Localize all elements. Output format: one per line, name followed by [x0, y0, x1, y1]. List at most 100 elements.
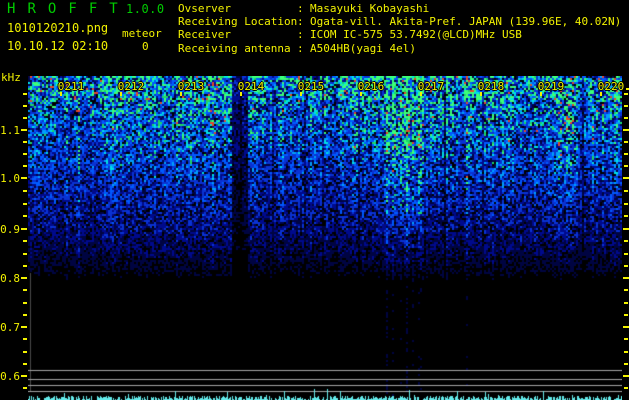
axis-tick: [23, 265, 27, 267]
time-tick-label: 0219: [537, 80, 565, 93]
axis-tick: [624, 265, 628, 267]
axis-tick: [23, 215, 27, 217]
axis-tick: [240, 92, 242, 96]
axis-tick: [21, 375, 27, 377]
axis-tick: [23, 289, 27, 291]
axis-tick: [624, 253, 628, 255]
freq-tick-label: 1.1: [0, 124, 20, 137]
axis-tick: [624, 141, 628, 143]
observer-info-block: Ovserver: Masayuki Kobayashi Receiving Lo…: [178, 2, 621, 55]
time-tick-label: 0212: [117, 80, 145, 93]
info-row-label: Receiver: [178, 28, 231, 42]
axis-tick: [23, 351, 27, 353]
axis-tick: [23, 153, 27, 155]
axis-tick: [23, 190, 27, 192]
axis-tick: [23, 338, 27, 340]
axis-tick: [23, 117, 27, 119]
axis-tick: [23, 240, 27, 242]
info-row-separator: :: [297, 2, 311, 15]
axis-tick: [600, 92, 602, 96]
app-version: 1.0.0: [126, 2, 165, 16]
axis-tick: [626, 88, 629, 90]
meteor-counter-value: 0: [142, 40, 149, 53]
info-row: Receiving antenna: A504HB(yagi 4el): [178, 42, 621, 55]
info-row: Receiving Location: Ogata-vill. Akita-Pr…: [178, 15, 621, 28]
axis-tick: [623, 129, 629, 131]
axis-tick: [624, 117, 628, 119]
axis-tick: [23, 141, 27, 143]
axis-tick: [23, 363, 27, 365]
axis-tick: [624, 240, 628, 242]
axis-tick: [420, 92, 422, 96]
info-row-label: Receiving antenna: [178, 41, 291, 55]
time-tick-label: 0220: [597, 80, 625, 93]
axis-tick: [300, 92, 302, 96]
axis-tick: [21, 129, 27, 131]
freq-tick-label: 0.9: [0, 223, 20, 236]
info-row-value: ICOM IC-575 53.7492(@LCD)MHz USB: [310, 28, 522, 42]
axis-tick: [23, 105, 27, 107]
axis-tick: [624, 363, 628, 365]
info-row: Receiver: ICOM IC-575 53.7492(@LCD)MHz U…: [178, 28, 621, 41]
axis-tick: [624, 289, 628, 291]
freq-tick-label: 0.7: [0, 321, 20, 334]
axis-tick: [60, 92, 62, 96]
meteor-counter-label: meteor: [122, 27, 162, 40]
axis-tick: [23, 203, 27, 205]
axis-tick: [624, 93, 628, 95]
frequency-axis-unit-label: kHz: [1, 71, 21, 84]
spectrogram-plot: [28, 76, 622, 400]
info-row-separator: :: [297, 41, 311, 55]
axis-tick: [23, 93, 27, 95]
time-tick-label: 0211: [57, 80, 85, 93]
info-row: Ovserver: Masayuki Kobayashi: [178, 2, 621, 15]
axis-tick: [624, 314, 628, 316]
time-tick-label: 0216: [357, 80, 385, 93]
axis-tick: [624, 190, 628, 192]
axis-tick: [21, 326, 27, 328]
axis-tick: [624, 105, 628, 107]
info-row-value: Masayuki Kobayashi: [310, 2, 430, 15]
axis-tick: [180, 92, 182, 96]
axis-tick: [624, 302, 628, 304]
axis-tick: [23, 302, 27, 304]
freq-tick-label: 1.0: [0, 172, 20, 185]
info-row-value: Ogata-vill. Akita-Pref. JAPAN (139.96E, …: [310, 15, 622, 29]
axis-tick: [360, 92, 362, 96]
time-tick-label: 0214: [237, 80, 265, 93]
axis-tick: [623, 375, 629, 377]
axis-tick: [23, 165, 27, 167]
time-tick-label: 0217: [417, 80, 445, 93]
axis-tick: [624, 351, 628, 353]
freq-tick-label: 0.6: [0, 370, 20, 383]
info-row-separator: :: [297, 15, 311, 29]
axis-tick: [21, 228, 27, 230]
info-row-label: Receiving Location: [178, 15, 298, 29]
output-filename: 1010120210.png: [7, 21, 109, 35]
axis-tick: [624, 215, 628, 217]
axis-tick: [540, 92, 542, 96]
info-row-separator: :: [297, 28, 311, 42]
axis-tick: [623, 177, 629, 179]
axis-tick: [623, 277, 629, 279]
axis-tick: [480, 92, 482, 96]
axis-tick: [623, 228, 629, 230]
freq-tick-label: 0.8: [0, 272, 20, 285]
axis-tick: [120, 92, 122, 96]
axis-tick: [624, 153, 628, 155]
axis-tick: [624, 338, 628, 340]
axis-tick: [23, 387, 27, 389]
axis-tick: [624, 165, 628, 167]
app-title: H R O F F T: [7, 1, 120, 17]
axis-tick: [623, 326, 629, 328]
time-tick-label: 0218: [477, 80, 505, 93]
axis-tick: [23, 314, 27, 316]
info-row-value: A504HB(yagi 4el): [310, 41, 416, 55]
axis-tick: [21, 277, 27, 279]
axis-tick: [21, 177, 27, 179]
time-tick-label: 0213: [177, 80, 205, 93]
observation-timestamp: 10.10.12 02:10: [7, 39, 109, 53]
axis-tick: [23, 253, 27, 255]
time-tick-label: 0215: [297, 80, 325, 93]
